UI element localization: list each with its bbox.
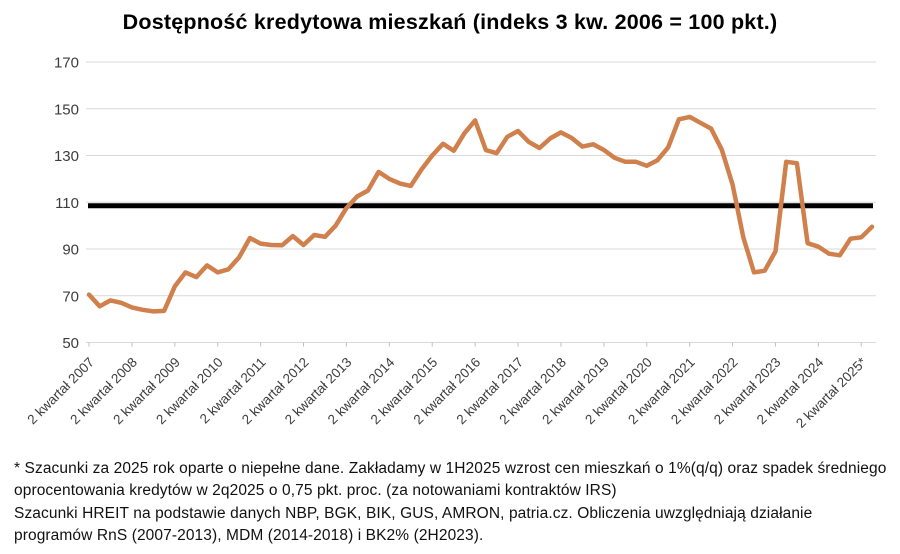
y-axis-tick-label: 170 — [54, 55, 79, 72]
y-axis-tick-label: 110 — [55, 195, 79, 212]
y-axis-tick-label: 150 — [54, 101, 79, 118]
y-axis-tick-label: 50 — [62, 335, 79, 352]
footnote-estimates: * Szacunki za 2025 rok oparte o niepełne… — [14, 460, 887, 499]
footnote-sources: Szacunki HREIT na podstawie danych NBP, … — [14, 505, 813, 544]
y-axis-tick-label: 70 — [62, 288, 79, 305]
credit-availability-series-line — [86, 114, 875, 314]
y-axis-tick-label: 130 — [54, 148, 79, 165]
chart-title: Dostępność kredytowa mieszkań (indeks 3 … — [122, 10, 778, 34]
y-axis-tick-label: 90 — [62, 242, 79, 259]
